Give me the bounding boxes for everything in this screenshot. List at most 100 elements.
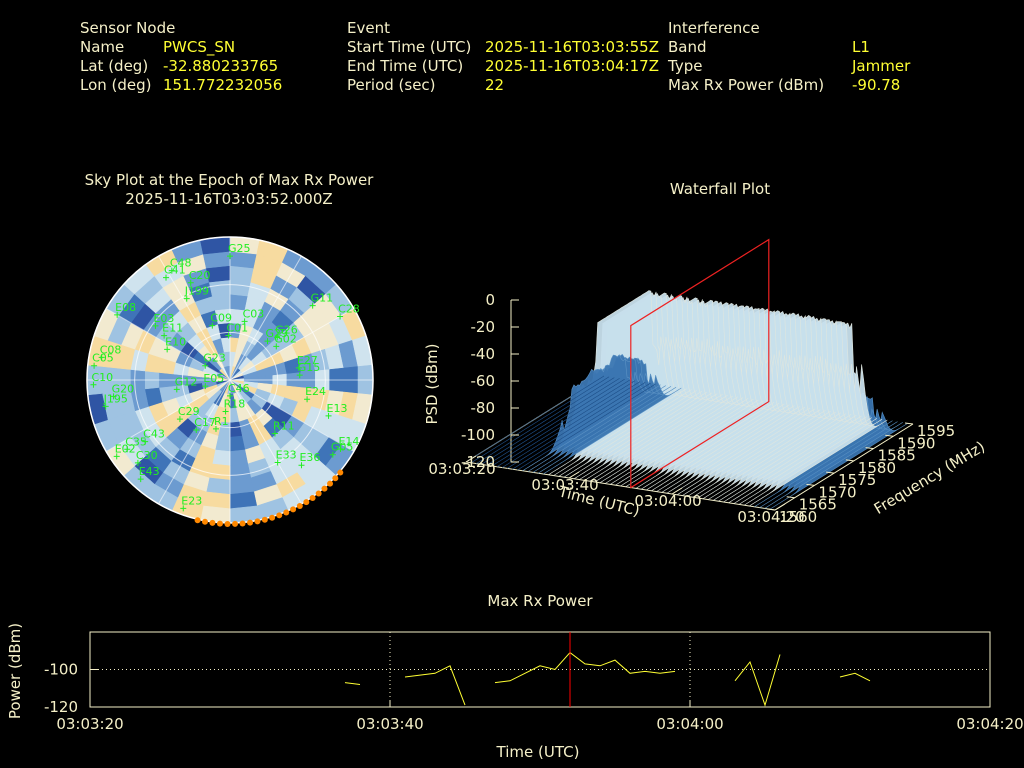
satellite-marker: [212, 425, 219, 432]
waterfall-y-tick: [826, 471, 835, 474]
satellite-marker: [168, 267, 175, 274]
max-power-x-tick-label: 03:03:20: [56, 715, 123, 733]
satellite-label: C05: [92, 352, 114, 365]
jammer-direction-dot: [224, 520, 231, 527]
waterfall-x-tick-label: 03:03:20: [428, 460, 495, 478]
jammer-direction-dot: [290, 506, 297, 513]
sensor-lon-value: 151.772232056: [163, 76, 283, 94]
waterfall-epoch-plane: [630, 238, 770, 489]
satellite-label: C41: [164, 264, 186, 277]
sky-azimuth-spoke: [229, 379, 302, 505]
satellite-marker: [273, 343, 280, 350]
waterfall-y-tick-label: 1595: [917, 422, 955, 440]
waterfall-slice: [512, 382, 651, 470]
waterfall-y-tick: [845, 459, 854, 462]
max-power-y-tick-label: -100: [44, 661, 78, 679]
satellite-marker: [134, 459, 141, 466]
waterfall-surface: [465, 290, 908, 510]
satellite-marker: [137, 476, 144, 483]
satellite-label: C10: [91, 371, 113, 384]
sky-azimuth-spoke: [229, 308, 355, 381]
jammer-direction-dot: [309, 494, 316, 501]
jammer-direction-markers: [194, 469, 344, 527]
interference-band-value: L1: [852, 38, 870, 56]
waterfall-y-tick: [885, 434, 894, 437]
interference-power-label: Max Rx Power (dBm): [668, 76, 825, 94]
satellite-label: G05: [331, 441, 354, 454]
satellite-label: C08: [100, 343, 122, 356]
satellite-marker: [98, 354, 105, 361]
satellite-label: R11: [273, 420, 295, 433]
satellite-label: G29: [266, 327, 289, 340]
satellite-label: C29: [178, 405, 200, 418]
waterfall-y-tick: [806, 483, 815, 486]
satellite-marker: [325, 412, 332, 419]
waterfall-slice: [486, 378, 625, 466]
satellite-marker: [271, 430, 278, 437]
satellite-label: E23: [181, 494, 202, 507]
jammer-direction-dot: [194, 517, 201, 524]
max-power-title: Max Rx Power: [487, 592, 593, 610]
satellite-label: G25: [228, 242, 251, 255]
sensor-lat-label: Lat (deg): [80, 57, 149, 75]
max-power-x-tick-label: 03:04:00: [656, 715, 723, 733]
satellite-marker: [274, 334, 281, 341]
waterfall-x-tick-label: 03:04:00: [634, 492, 701, 510]
satellite-marker: [124, 446, 131, 453]
waterfall-slice: [481, 378, 620, 465]
satellite-label: E36: [299, 451, 320, 464]
jammer-direction-dot: [303, 499, 310, 506]
satellite-label: G26: [275, 323, 298, 336]
waterfall-time-marker-plane: [630, 238, 770, 489]
sensor-heading: Sensor Node: [80, 19, 176, 37]
satellite-marker: [110, 393, 117, 400]
satellite-label: E02: [115, 442, 136, 455]
satellite-marker: [164, 346, 171, 353]
waterfall-slice: [522, 354, 661, 472]
sky-heat-cell: [229, 505, 261, 523]
satellite-label: G11: [311, 292, 334, 305]
satellite-marker: [227, 392, 233, 399]
jammer-direction-dot: [247, 519, 254, 526]
satellite-marker: [152, 322, 159, 329]
sky-azimuth-spoke: [229, 255, 302, 381]
satellite-label: C35: [125, 435, 147, 448]
sky-azimuth-spoke: [105, 308, 231, 381]
waterfall-x-tick-label: 03:03:40: [531, 476, 598, 494]
satellite-label: G23: [203, 352, 226, 365]
satellite-label: C30: [136, 449, 158, 462]
max-power-x-label: Time (UTC): [496, 743, 580, 761]
satellite-marker: [202, 383, 209, 390]
event-heading: Event: [347, 19, 390, 37]
waterfall-z-tick-label: -120: [461, 453, 495, 471]
satellite-label: E43: [139, 465, 160, 478]
jammer-direction-dot: [337, 469, 344, 476]
satellite-label: J195: [103, 392, 128, 405]
sensor-name-label: Name: [80, 38, 125, 56]
satellite-label: C28: [338, 302, 360, 315]
waterfall-x-tick: [774, 503, 786, 511]
jammer-direction-dot: [261, 516, 268, 523]
waterfall-z-tick-label: -100: [461, 426, 495, 444]
interference-band-label: Band: [668, 38, 707, 56]
waterfall-x-tick-label: 03:04:20: [737, 508, 804, 526]
event-period-label: Period (sec): [347, 76, 436, 94]
satellite-label: C20: [189, 269, 211, 282]
sky-azimuth-spoke: [158, 379, 231, 505]
waterfall-y-tick-label: 1590: [897, 434, 935, 452]
max-power-segment: [344, 682, 361, 685]
satellite-label: E08: [115, 301, 136, 314]
satellite-label: G12: [175, 375, 198, 388]
event-end-value: 2025-11-16T03:04:17Z: [485, 57, 659, 75]
jammer-direction-dot: [276, 512, 283, 519]
satellite-marker: [209, 322, 216, 329]
waterfall-slice: [465, 375, 605, 463]
satellite-marker: [274, 459, 281, 466]
max-power-x-tick-label: 03:04:20: [956, 715, 1023, 733]
waterfall-z-tick-label: 0: [485, 291, 495, 309]
max-power-segment: [404, 665, 466, 706]
max-power-segment: [494, 651, 676, 684]
satellite-marker: [180, 505, 187, 512]
